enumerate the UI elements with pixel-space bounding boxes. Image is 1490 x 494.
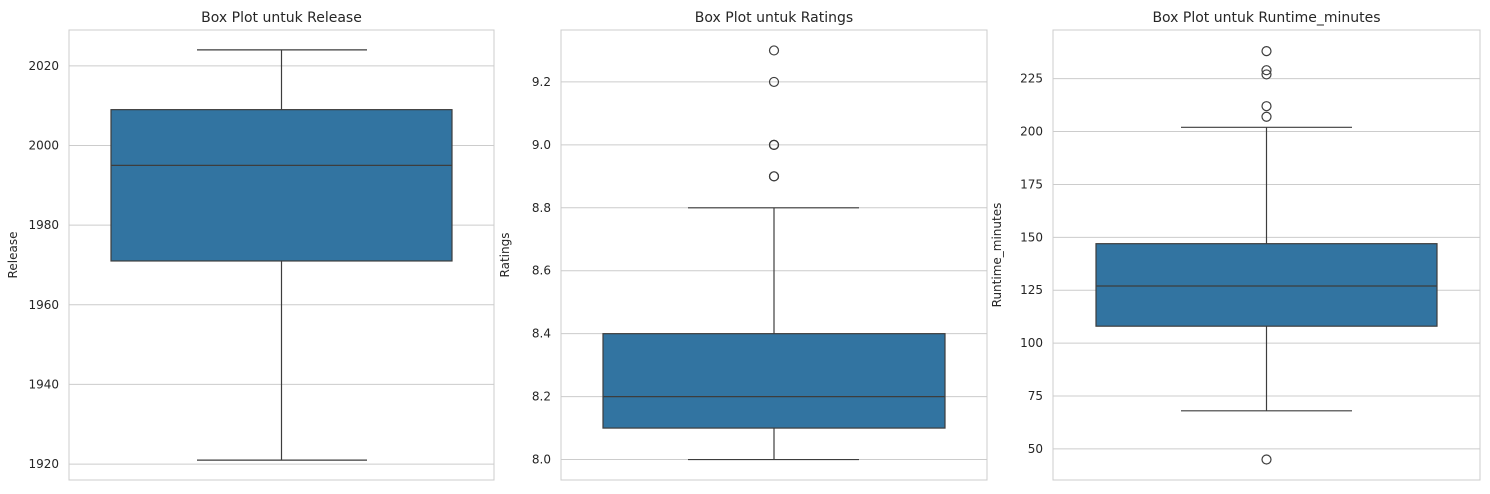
iqr-box [110, 109, 453, 262]
y-axis-label: Release [6, 232, 20, 279]
y-tick-label: 100 [1020, 336, 1043, 350]
outlier-point [768, 171, 780, 182]
y-tick-label: 2020 [28, 59, 59, 73]
y-tick-label: 9.2 [532, 75, 551, 89]
chart-title: Box Plot untuk Runtime_minutes [1152, 10, 1380, 26]
outlier-point [1261, 101, 1272, 112]
plot-frame [1052, 29, 1481, 481]
y-tick-label: 175 [1020, 177, 1043, 191]
y-tick-label: 8.0 [532, 453, 551, 467]
outlier-point [1261, 111, 1272, 122]
outlier-point [1261, 46, 1272, 57]
y-tick-label: 9.0 [532, 138, 551, 152]
plot-frame [68, 29, 495, 481]
outlier-point [1261, 65, 1272, 76]
iqr-box [1095, 243, 1438, 327]
y-tick-label: 125 [1020, 283, 1043, 297]
outlier-point [768, 76, 780, 88]
y-tick-label: 1940 [28, 377, 59, 391]
plot-frame [560, 29, 988, 481]
y-tick-label: 50 [1028, 442, 1043, 456]
y-axis-label: Ratings [498, 233, 512, 278]
y-tick-label: 8.8 [532, 201, 551, 215]
iqr-box [602, 333, 946, 429]
y-tick-label: 1960 [28, 298, 59, 312]
chart-title: Box Plot untuk Ratings [695, 10, 853, 26]
y-tick-label: 75 [1028, 389, 1043, 403]
y-tick-label: 150 [1020, 230, 1043, 244]
y-tick-label: 8.6 [532, 264, 551, 278]
outlier-point [768, 45, 780, 56]
y-tick-label: 1980 [28, 218, 59, 232]
y-tick-label: 8.4 [532, 327, 551, 341]
outlier-point [1261, 454, 1272, 465]
outlier-point [1261, 69, 1272, 80]
y-axis-label: Runtime_minutes [990, 203, 1004, 308]
y-tick-label: 8.2 [532, 390, 551, 404]
y-tick-label: 1920 [28, 457, 59, 471]
chart-title: Box Plot untuk Release [201, 10, 362, 26]
outlier-point [768, 139, 780, 150]
y-tick-label: 2000 [28, 138, 59, 152]
y-tick-label: 225 [1020, 72, 1043, 86]
y-tick-label: 200 [1020, 125, 1043, 139]
